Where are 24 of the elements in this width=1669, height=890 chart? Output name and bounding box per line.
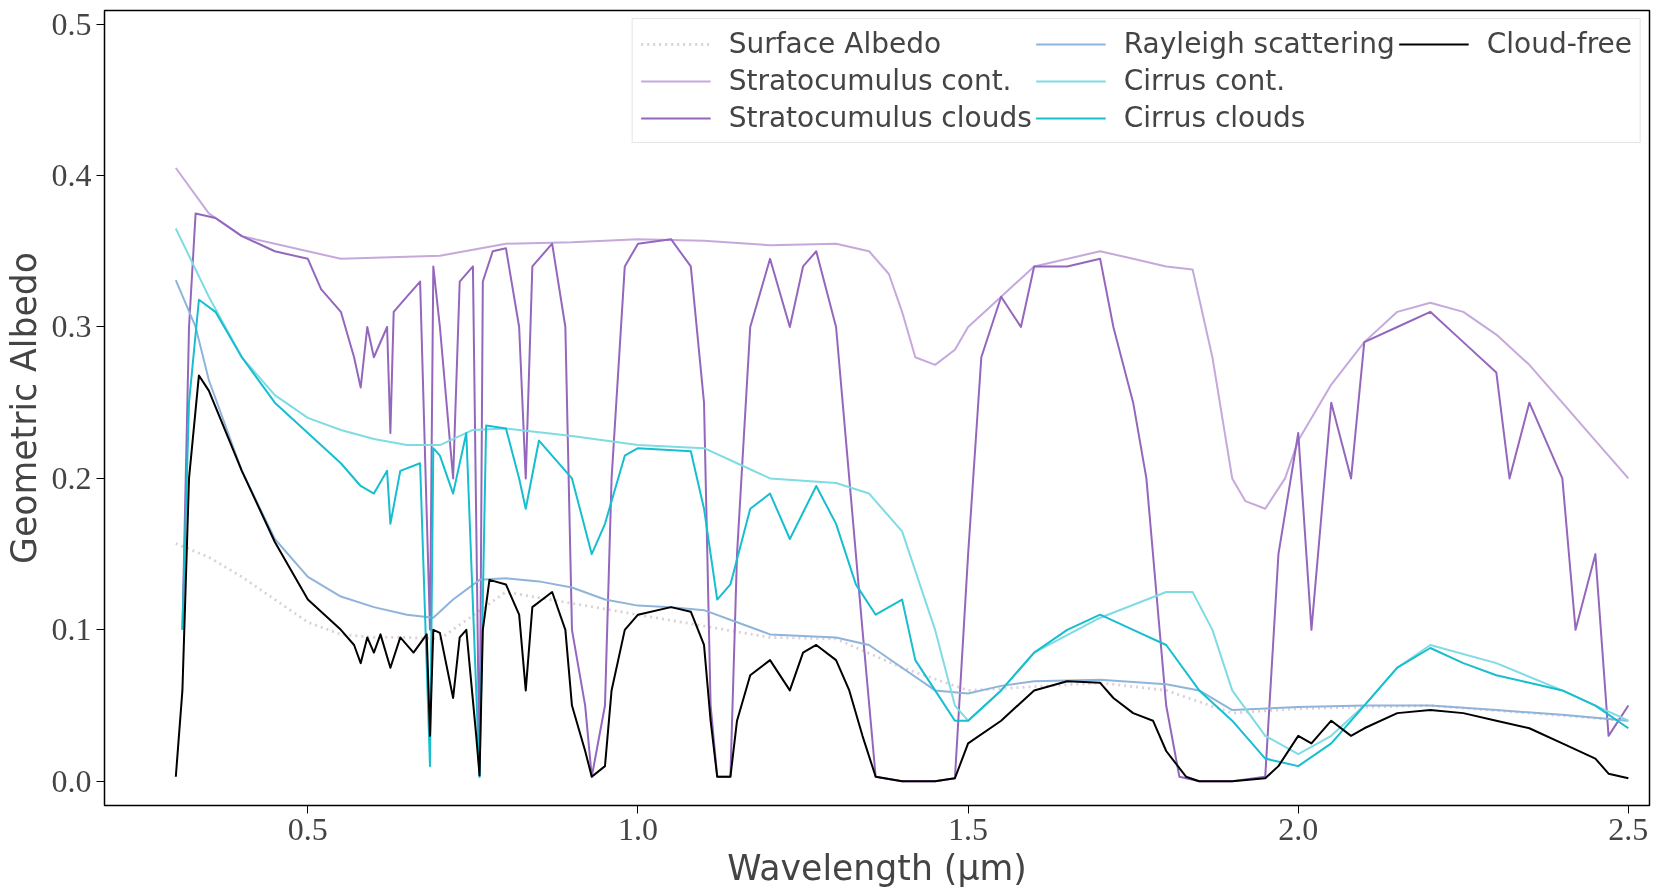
legend-label: Cirrus cont.: [1123, 64, 1286, 97]
line-series: [174, 166, 1630, 510]
y-axis-title: Geometric Albedo: [3, 252, 44, 564]
legend-label: Cloud-free: [1486, 27, 1632, 60]
legend-label: Rayleigh scattering: [1123, 27, 1395, 60]
legend-label: Stratocumulus clouds: [728, 101, 1032, 134]
x-tick-label: 1.0: [617, 810, 658, 847]
y-tick-label: 0.0: [51, 762, 92, 799]
legend-label: Stratocumulus cont.: [728, 64, 1012, 97]
line-series: [174, 374, 1630, 783]
y-tick-label: 0.5: [51, 5, 92, 42]
y-tick-label: 0.1: [51, 611, 92, 648]
y-tick-label: 0.4: [51, 157, 92, 194]
x-tick-label: 0.5: [287, 810, 328, 847]
x-tick-label: 2.5: [1608, 810, 1649, 847]
legend-label: Cirrus clouds: [1123, 101, 1306, 134]
y-tick-label: 0.3: [51, 308, 92, 345]
x-tick-label: 2.0: [1278, 810, 1319, 847]
line-series: [174, 279, 1630, 722]
x-tick-label: 1.5: [948, 810, 989, 847]
legend-label: Surface Albedo: [728, 27, 942, 60]
line-series: [181, 298, 1630, 778]
y-tick-label: 0.2: [51, 459, 92, 496]
x-axis-title: Wavelength (μm): [727, 847, 1027, 888]
